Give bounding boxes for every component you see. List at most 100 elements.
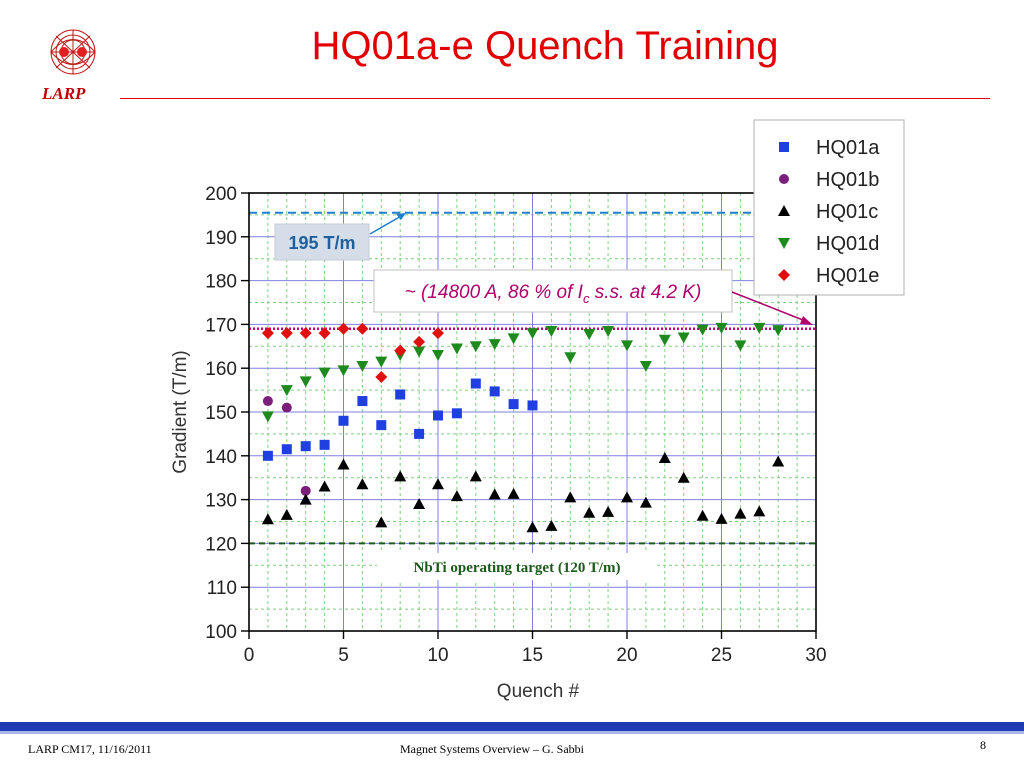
x-tick-label: 15 [522,645,543,666]
hq01c-point [696,509,709,521]
hq01e-point [432,327,444,340]
hq01b-legend-label: HQ01b [816,169,879,191]
hq01d-point [772,325,785,337]
hq01c-legend-marker [778,205,790,216]
y-axis-ticks: 100 110 120 130 140 150 160 170 180 190 200 [205,184,249,643]
slide-title: HQ01a-e Quench Training [311,24,779,68]
hq01a-point [470,378,481,389]
hq01c-point [658,451,671,463]
y-tick-label: 150 [205,403,237,424]
larp-logo-text: LARP [42,84,86,103]
x-axis-ticks: 0 5 10 15 20 25 30 [244,631,827,666]
current-callout: ~ (14800 A, 86 % of Ic s.s. at 4.2 K) [373,269,813,325]
hq01c-point [639,496,652,508]
hq01d-legend-label: HQ01d [816,233,879,255]
hq01d-point [450,343,463,355]
current-arrowhead [800,316,813,325]
x-tick-label: 0 [244,645,255,666]
hq01a-point [414,428,425,439]
target-195-arrowhead [396,213,406,220]
hq01d-point [261,411,274,423]
hq01d-point [280,385,293,397]
hq01c-point [753,505,766,517]
hq01d-point [432,350,444,362]
nbti-label: NbTi operating target (120 T/m) [414,560,621,576]
hq01d-point [299,376,312,388]
hq01c-point [261,513,274,525]
hq01c-point [621,491,633,503]
y-tick-label: 140 [205,447,237,468]
nbti-box [377,553,657,580]
hq01c-point [734,507,747,519]
target-195-callout: 195 T/m [274,213,406,261]
hq01d-point [526,328,539,340]
hq01a-point [357,396,368,407]
hq01c-point [318,480,331,492]
hq01e-legend-marker [778,269,790,281]
hq01e-point [356,322,369,335]
current-arrow [731,291,809,323]
larp-logo [28,22,118,104]
hq01a-point [508,399,519,410]
hq01a-point [527,400,538,411]
y-tick-label: 100 [205,622,237,643]
hq01c-point [677,471,690,483]
footer-bar [0,722,1024,731]
hq01c-point [507,487,520,499]
current-label: ~ (14800 A, 86 % of Ic s.s. at 4.2 K) [405,282,702,306]
hq01c-legend-label: HQ01c [816,201,878,223]
y-tick-label: 180 [205,272,237,293]
current-box [373,269,733,313]
hq01c-point [450,490,463,502]
hq01d-point [658,334,671,346]
hq01c-point [715,512,728,524]
hq01c-point [602,505,615,517]
x-tick-label: 25 [711,645,732,666]
x-tick-label: 30 [805,645,826,666]
hq01c-point [356,478,369,490]
x-axis-label: Quench # [497,681,580,702]
hq01a-legend-label: HQ01a [816,137,880,159]
hq01c-point [772,455,785,467]
footer-talk: Magnet Systems Overview – G. Sabbi [400,742,584,756]
hq01c-point [337,458,350,470]
hq01a-point [300,441,311,452]
hq01a-point [376,420,387,431]
hq01d-point [318,367,331,379]
y-tick-label: 160 [205,359,237,380]
hq01e-point [299,327,312,340]
hq01d-point [753,322,766,334]
hq01c-point [375,516,388,528]
hq01c-point [299,493,312,505]
hq01d-point [564,352,577,364]
hq01d-point [375,356,388,368]
hq01e-point [337,322,350,335]
hq01d-point [507,333,520,345]
larp-logo-icon [50,29,96,75]
hq01d-point [602,325,615,337]
target-195-arrow [369,214,404,235]
hq01d-point [488,339,501,351]
data-points [261,322,785,533]
footer-event: LARP CM17, 11/16/2011 [28,742,152,756]
y-tick-label: 170 [205,315,237,336]
y-tick-label: 130 [205,491,237,512]
hq01d-point [715,322,728,334]
hq01e-point [280,327,293,340]
hq01c-point [526,521,539,533]
hq01a-point [338,415,349,426]
hq01c-point [564,491,577,503]
y-axis-label: Gradient (T/m) [170,350,191,474]
hq01b-point [262,396,273,407]
hq01d-point [413,346,426,358]
footer-bar-accent [0,731,1024,734]
y-tick-label: 120 [205,534,237,555]
hq01d-point [734,340,747,352]
hq01b-legend-marker [779,174,789,184]
hq01c-point [394,470,407,482]
current-label-suffix: s.s. at 4.2 K) [589,282,701,303]
hq01b-point [300,485,311,496]
y-tick-label: 190 [205,228,237,249]
hq01c-point [488,488,501,500]
